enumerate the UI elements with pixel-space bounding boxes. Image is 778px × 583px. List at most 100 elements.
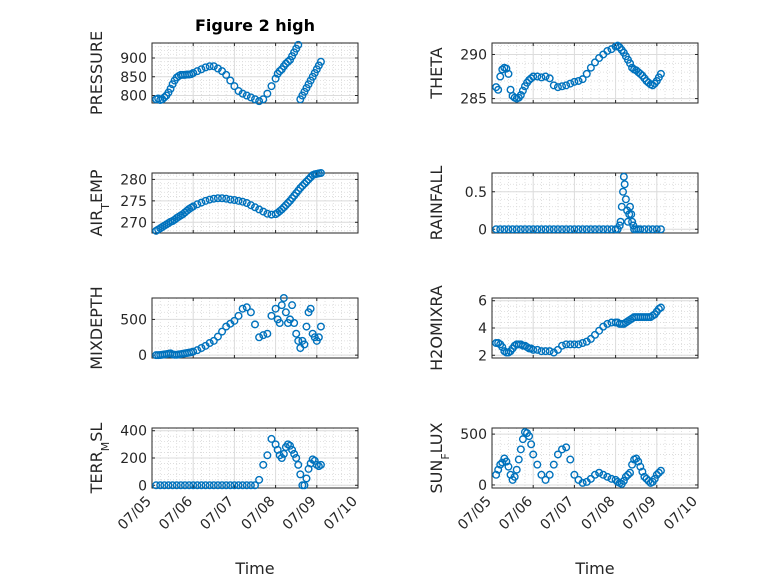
data-point [506,470,515,479]
data-point [621,195,630,204]
data-point [623,217,632,226]
y-tick-label: 400 [120,424,147,440]
panel-pressure: 800 850 900 PRESSURE Figure 2 high [87,16,359,115]
data-point [209,194,218,203]
y-axis-label: MIXDEPTH [87,286,106,369]
data-point [648,225,657,234]
data-point [652,470,661,479]
data-point [591,58,600,67]
data-point [242,481,251,490]
data-point [640,225,649,234]
data-point [283,198,292,207]
data-series [492,41,665,103]
data-point [230,82,239,91]
data-point [238,197,247,206]
data-point [234,196,243,205]
data-point [619,187,628,196]
data-point [189,481,198,490]
data-point [286,441,295,450]
x-tick-label: 07/07 [197,494,237,534]
data-point [512,465,521,474]
data-point [290,449,299,458]
y-tick-label: 500 [120,312,147,328]
data-point [586,63,595,72]
data-point [222,481,231,490]
data-point [566,340,575,349]
data-point [288,445,297,454]
data-point [570,77,579,86]
major-grid [491,173,699,233]
data-point [152,481,161,490]
data-point [292,329,301,338]
data-point [201,63,210,72]
data-point [615,221,624,230]
data-point [213,332,222,341]
data-point [281,201,290,210]
data-point [205,339,214,348]
data-point [613,41,622,50]
y-tick-label: 0 [478,222,487,238]
axes-box [151,172,359,234]
data-point [650,474,659,483]
data-point [537,73,546,82]
data-point [656,225,665,234]
data-point [570,225,579,234]
major-grid [151,173,359,233]
data-point [193,67,202,76]
data-point [492,225,501,234]
data-point [545,225,554,234]
data-point [234,481,243,490]
data-point [259,331,268,340]
y-tick-label: 500 [460,427,487,443]
data-point [197,481,206,490]
data-series [492,428,665,488]
data-point [263,451,272,460]
data-point [621,472,630,481]
data-point [638,467,647,476]
panel-theta: 285 290 THETA [427,41,699,108]
data-point [574,225,583,234]
y-tick-label: 290 [460,47,487,63]
data-point [290,319,299,328]
x-tick-label: 07/10 [321,494,361,534]
data-point [516,91,525,100]
x-tick-label: 07/08 [239,494,279,534]
data-point [541,72,550,81]
data-point [603,319,612,328]
data-point [263,329,272,338]
panel-air-temp: 270 275 280 AIRTEMP [87,168,359,237]
data-point [545,470,554,479]
data-point [586,334,595,343]
data-point [277,454,286,463]
y-tick-label: 270 [120,215,147,231]
minor-grid [491,173,699,233]
data-point [205,195,214,204]
data-point [549,81,558,90]
data-point [193,200,202,209]
data-point [172,481,181,490]
data-point [578,478,587,487]
data-point [222,194,231,203]
data-point [263,209,272,218]
data-point [197,65,206,74]
data-point [213,481,222,490]
data-point [193,346,202,355]
y-tick-label: 6 [478,294,487,310]
data-point [498,65,507,74]
data-point [259,207,268,216]
data-point [226,195,235,204]
data-point [545,74,554,83]
data-point [281,308,290,317]
x-tick-label: 07/06 [156,493,196,533]
data-point [242,303,251,312]
data-point [189,202,198,211]
data-point [267,82,276,91]
data-point [527,440,536,449]
y-axis-label: RAINFALL [427,166,446,241]
data-point [642,474,651,483]
panel-rainfall: 0 0.5 RAINFALL [427,166,699,241]
data-point [591,470,600,479]
data-point [533,72,542,81]
data-point [533,225,542,234]
x-tick-label: 07/09 [620,494,660,534]
